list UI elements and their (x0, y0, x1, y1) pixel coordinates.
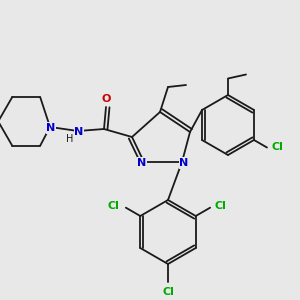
Text: N: N (74, 127, 84, 137)
Text: Cl: Cl (271, 142, 283, 152)
Text: Cl: Cl (162, 286, 174, 297)
Text: H: H (66, 134, 74, 144)
Text: N: N (137, 158, 147, 168)
Text: O: O (101, 94, 111, 104)
Text: N: N (46, 123, 56, 133)
Text: N: N (179, 158, 189, 168)
Text: Cl: Cl (108, 201, 120, 211)
Text: Cl: Cl (214, 201, 226, 211)
